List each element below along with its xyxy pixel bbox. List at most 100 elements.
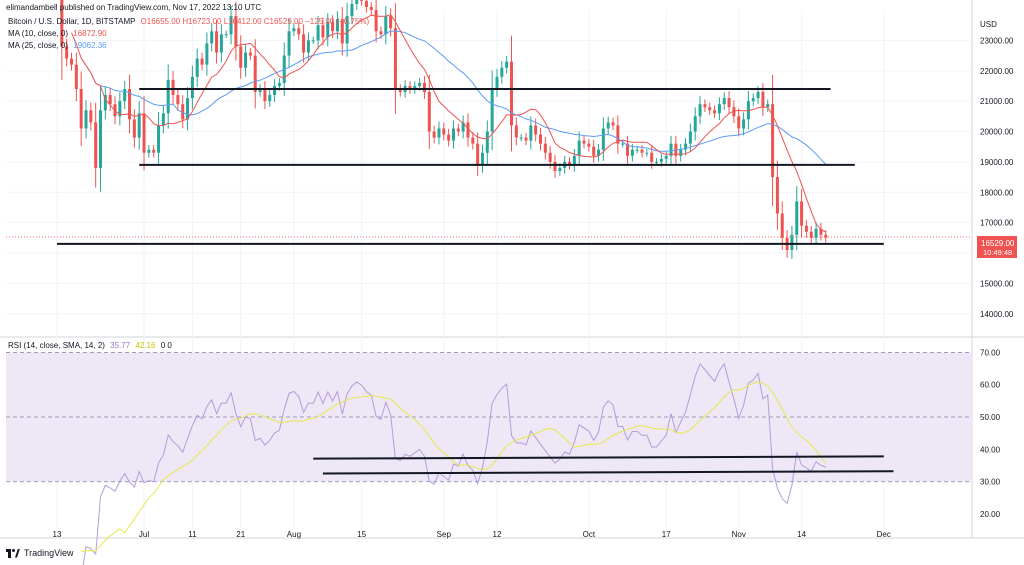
candle-body <box>422 82 426 93</box>
candle-body <box>606 122 610 129</box>
candle-body <box>659 158 663 162</box>
candle-body <box>587 143 591 147</box>
candle-body <box>708 107 712 111</box>
price-tick-label: 17000.00 <box>980 219 1014 228</box>
candle-body <box>190 76 194 99</box>
candle-body <box>742 119 746 129</box>
candle-body <box>476 143 480 165</box>
candle-body <box>389 16 393 29</box>
candle-body <box>621 143 625 145</box>
candle-body <box>732 107 736 117</box>
candle-body <box>548 152 552 162</box>
price-tick-label: 22000.00 <box>980 67 1014 76</box>
candle-body <box>219 34 223 53</box>
current-price-value: 16529.00 <box>981 239 1015 248</box>
candle-body <box>645 152 649 154</box>
candle-body <box>84 110 88 129</box>
price-tick-label: 21000.00 <box>980 97 1014 106</box>
candle-body <box>780 213 784 238</box>
candle-body <box>239 46 243 68</box>
candle-body <box>166 79 170 114</box>
candle-body <box>176 95 180 105</box>
candle-body <box>277 82 281 86</box>
price-tick-label: 23000.00 <box>980 36 1014 45</box>
time-tick-label: 14 <box>797 530 806 539</box>
candle-body <box>316 25 320 41</box>
candle-body <box>814 228 818 238</box>
time-tick-label: Dec <box>877 530 891 539</box>
candle-body <box>582 140 586 144</box>
rsi-tick-label: 30.00 <box>980 478 1001 487</box>
candle-body <box>509 61 513 126</box>
candle-body <box>408 85 412 89</box>
candle-body <box>340 19 344 44</box>
candle-body <box>123 88 127 102</box>
candle-body <box>152 149 156 153</box>
candle-body <box>331 22 335 32</box>
candle-body <box>611 122 615 126</box>
candle-body <box>630 149 634 156</box>
ma10-value: 16872.90 <box>73 29 107 38</box>
candle-body <box>157 125 161 153</box>
candle-body <box>311 40 315 42</box>
candle-body <box>461 122 465 132</box>
candle-body <box>824 234 828 238</box>
time-axis[interactable]: 13 Jul 11 21 Aug 15 Sep 12 Oct 17 Nov 14 Dec <box>53 530 891 539</box>
candle-body <box>684 143 688 150</box>
candle-body <box>809 231 813 238</box>
candle-body <box>171 79 175 96</box>
candle-body <box>456 128 460 132</box>
candle-body <box>137 113 141 138</box>
candle-body <box>345 16 349 44</box>
price-axis[interactable]: 14000.0015000.0016000.0017000.0018000.00… <box>980 36 1014 518</box>
candle-body <box>703 104 707 108</box>
candle-body <box>819 228 823 235</box>
candle-body <box>490 88 494 132</box>
rsi-legend[interactable]: RSI (14, close, SMA, 14, 2) 35.77 42.16 … <box>8 341 172 350</box>
candle-body <box>568 161 572 165</box>
candle-body <box>688 131 692 144</box>
candle-body <box>306 40 310 53</box>
candle-body <box>234 16 238 47</box>
candle-body <box>79 88 83 129</box>
rsi-trend-line <box>313 455 884 460</box>
bar-countdown: 10:49:48 <box>983 248 1012 257</box>
candle-body <box>737 116 741 129</box>
ohlc-values: O16655.00 H16723.00 L16412.00 C16529.00 … <box>140 17 370 26</box>
rsi-tick-label: 50.00 <box>980 413 1001 422</box>
candle-body <box>70 58 74 65</box>
candle-body <box>635 149 639 151</box>
price-tick-label: 18000.00 <box>980 188 1014 197</box>
candle-body <box>326 22 330 38</box>
time-tick-label: 17 <box>662 530 671 539</box>
support-resistance-lines[interactable] <box>57 87 894 475</box>
candle-body <box>577 140 581 156</box>
ma10-legend[interactable]: MA (10, close, 0) 16872.90 <box>8 29 107 38</box>
candle-body <box>795 201 799 235</box>
tradingview-brand: TradingView <box>24 548 74 558</box>
rsi-pane <box>6 351 972 565</box>
rsi-line <box>82 362 826 565</box>
candle-body <box>418 82 422 86</box>
candle-body <box>273 85 277 96</box>
candle-body <box>224 34 228 36</box>
currency-label: USD <box>980 20 997 29</box>
candle-body <box>597 149 601 156</box>
candle-body <box>804 225 808 232</box>
candle-body <box>655 161 659 163</box>
candle-body <box>118 101 122 117</box>
candle-body <box>495 76 499 89</box>
candle-body <box>592 146 596 156</box>
tradingview-footer[interactable]: TradingView <box>6 548 74 558</box>
candle-body <box>65 46 69 59</box>
ma25-legend[interactable]: MA (25, close, 0) 19062.36 <box>8 41 107 50</box>
candle-body <box>94 122 98 168</box>
candle-body <box>215 31 219 53</box>
symbol-legend[interactable]: Bitcoin / U.S. Dollar, 1D, BITSTAMP O166… <box>8 17 369 26</box>
price-tick-label: 14000.00 <box>980 310 1014 319</box>
candlestick-series <box>60 0 828 259</box>
candle-body <box>761 92 765 108</box>
time-tick-label: 12 <box>493 530 502 539</box>
symbol-name: Bitcoin / U.S. Dollar, 1D, BITSTAMP <box>8 17 136 26</box>
